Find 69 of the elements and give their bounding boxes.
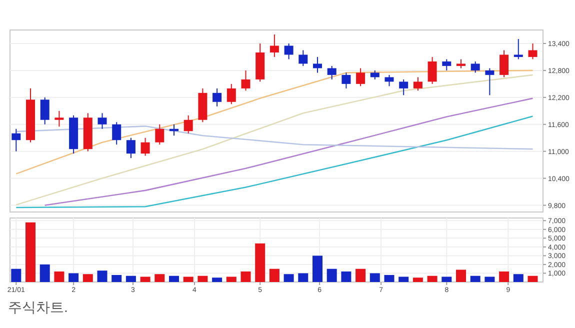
candlestick (485, 68, 494, 96)
bar (126, 276, 136, 282)
bar (269, 268, 280, 282)
candlestick (98, 112, 107, 130)
bar (442, 276, 452, 282)
bar (528, 276, 538, 282)
candlestick (298, 50, 308, 66)
candlestick (313, 56, 322, 74)
candlestick (514, 38, 523, 60)
bar (226, 276, 236, 282)
candlestick (184, 114, 193, 134)
bar (326, 268, 337, 282)
bar (198, 276, 208, 282)
bar (240, 271, 251, 282)
candlestick (442, 58, 452, 71)
line-series (15, 74, 534, 206)
candlestick (399, 78, 408, 96)
bar (68, 273, 79, 282)
candlestick (126, 137, 136, 159)
bar (183, 276, 194, 282)
bar (412, 278, 423, 282)
bar (212, 278, 222, 282)
candlestick (270, 34, 279, 58)
bar (427, 276, 438, 282)
candlestick (470, 60, 480, 74)
bar (112, 274, 122, 282)
candlestick (284, 42, 294, 60)
candlestick (428, 56, 437, 84)
bar (97, 270, 108, 282)
bar (40, 264, 50, 282)
bar (82, 274, 93, 282)
bar (356, 268, 366, 282)
bar (154, 274, 165, 282)
bar (54, 271, 64, 282)
candlestick (413, 76, 422, 92)
candlestick (327, 65, 336, 80)
candlestick (54, 110, 64, 128)
bar (456, 270, 466, 282)
candlestick (12, 128, 21, 152)
bar (11, 268, 22, 282)
bar (513, 274, 524, 282)
bar (312, 256, 322, 282)
bar (298, 273, 308, 282)
bar (169, 276, 179, 282)
candlestick (384, 74, 394, 87)
text: 주식차트. (8, 299, 68, 315)
candlestick (500, 50, 509, 78)
bar (255, 243, 266, 282)
bar (384, 274, 394, 282)
candlestick (241, 70, 250, 92)
bar (484, 276, 495, 282)
bar (470, 276, 480, 282)
bar (284, 274, 294, 282)
candlestick (226, 83, 236, 105)
bar (140, 276, 150, 282)
candlestick (140, 137, 150, 156)
candlestick (212, 88, 222, 107)
candlestick (342, 72, 351, 89)
bar (341, 271, 352, 282)
bar (370, 273, 380, 282)
bar (26, 222, 36, 282)
candlestick (112, 122, 122, 146)
candlestick (356, 68, 366, 87)
line-series (15, 70, 534, 174)
bar (499, 271, 510, 282)
candlestick (155, 124, 164, 146)
bar (398, 276, 409, 282)
candlestick (528, 42, 538, 60)
candlestick (40, 96, 50, 125)
